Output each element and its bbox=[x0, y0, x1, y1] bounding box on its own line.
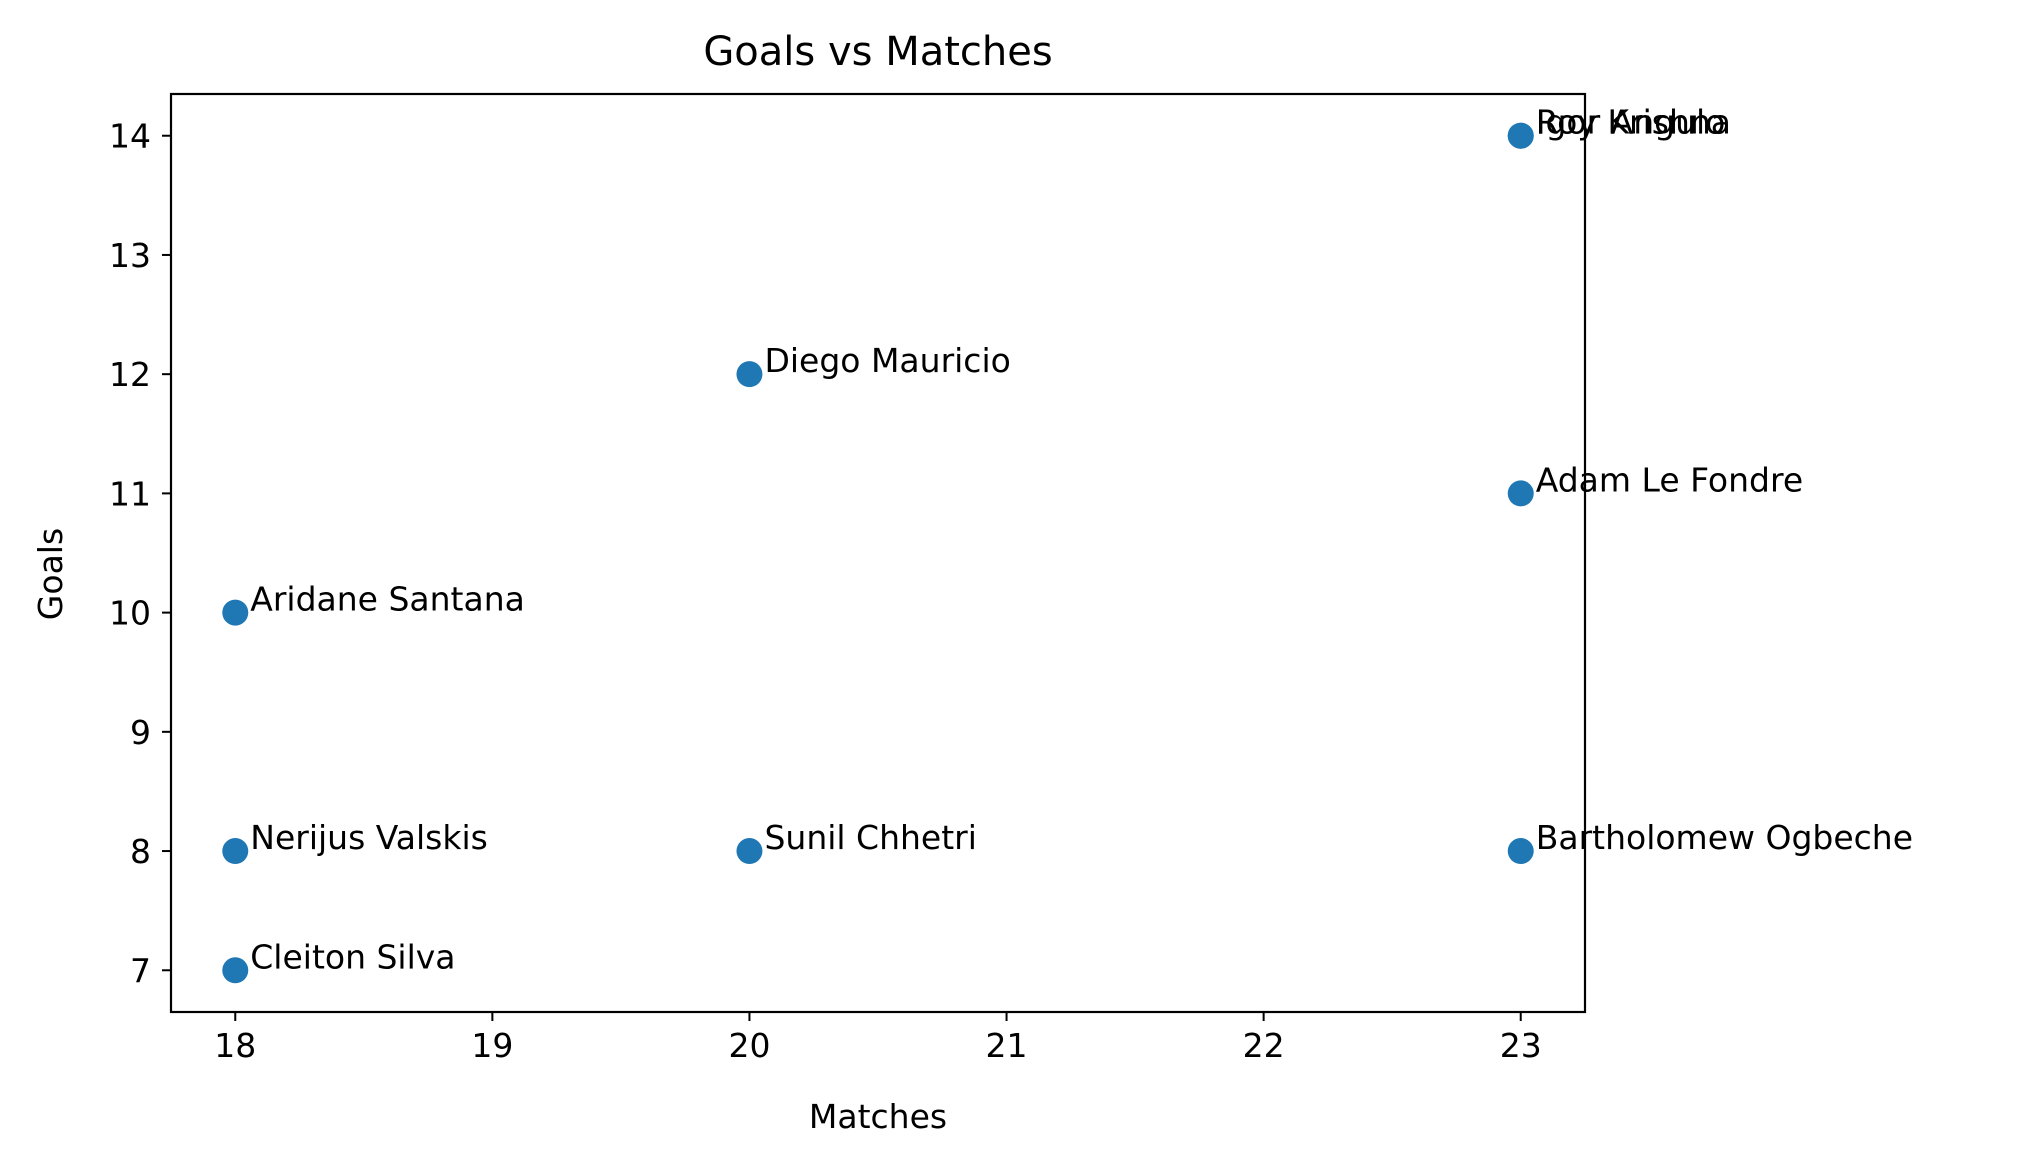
data-point bbox=[1507, 480, 1534, 507]
point-label: Adam Le Fondre bbox=[1536, 460, 1803, 499]
data-point bbox=[1507, 122, 1534, 149]
data-point bbox=[222, 838, 249, 865]
chart-title: Goals vs Matches bbox=[703, 29, 1052, 75]
data-point bbox=[1507, 838, 1534, 865]
y-tick-label: 14 bbox=[109, 117, 151, 156]
x-axis-label: Matches bbox=[809, 1097, 947, 1136]
point-label: Nerijus Valskis bbox=[250, 818, 488, 857]
plot-area-frame bbox=[169, 92, 1587, 1014]
point-label: Sunil Chhetri bbox=[764, 818, 976, 857]
y-tick-label: 13 bbox=[109, 236, 151, 275]
data-point bbox=[736, 361, 763, 388]
point-label: Roy Krishna bbox=[1536, 103, 1731, 142]
x-tick-label: 21 bbox=[986, 1026, 1028, 1065]
y-tick-label: 7 bbox=[130, 951, 151, 990]
point-label: Aridane Santana bbox=[250, 580, 525, 619]
y-tick-label: 10 bbox=[109, 594, 151, 633]
point-label: Igor Angulo bbox=[1536, 103, 1726, 142]
x-tick-label: 22 bbox=[1243, 1026, 1285, 1065]
y-tick-label: 9 bbox=[130, 713, 151, 752]
x-tick-label: 23 bbox=[1500, 1026, 1542, 1065]
point-label: Bartholomew Ogbeche bbox=[1536, 818, 1913, 857]
y-tick-label: 8 bbox=[130, 832, 151, 871]
point-label: Diego Mauricio bbox=[764, 341, 1010, 380]
x-tick-label: 19 bbox=[471, 1026, 513, 1065]
y-tick-label: 11 bbox=[109, 474, 151, 513]
x-tick-label: 20 bbox=[728, 1026, 770, 1065]
y-axis-label: Goals bbox=[31, 528, 70, 620]
x-tick-label: 18 bbox=[214, 1026, 256, 1065]
data-point bbox=[222, 599, 249, 626]
y-tick-label: 12 bbox=[109, 355, 151, 394]
point-label: Cleiton Silva bbox=[250, 937, 455, 976]
x-axis-ticks: 18 19 20 21 22 23 bbox=[214, 1012, 1542, 1065]
data-point bbox=[222, 957, 249, 984]
y-axis-ticks: 7 8 9 10 11 12 13 14 bbox=[109, 117, 171, 990]
data-point bbox=[736, 838, 763, 865]
data-points bbox=[222, 122, 1534, 984]
